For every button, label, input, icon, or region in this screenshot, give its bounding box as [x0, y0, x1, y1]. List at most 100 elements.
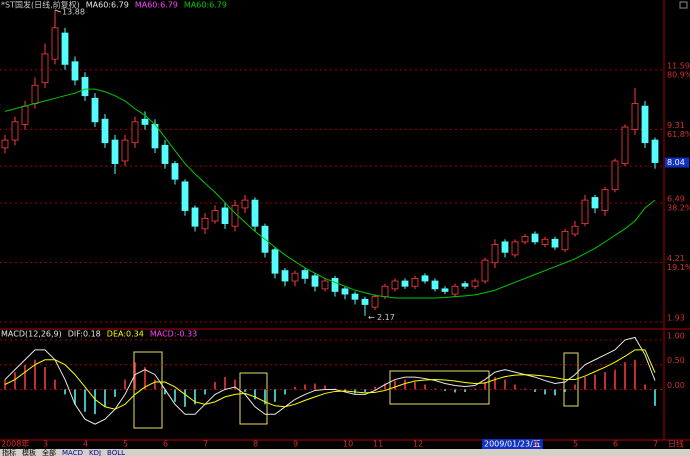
last-price-box — [665, 157, 689, 168]
y-tick-label: 1.00 — [667, 331, 685, 340]
candle-body — [251, 199, 259, 227]
toolbar — [0, 449, 690, 456]
period-label: 日线 — [668, 439, 684, 449]
x-tick-label: 9 — [293, 440, 298, 449]
candle-body — [551, 238, 559, 248]
y-tick-label: 9.31 — [667, 121, 685, 130]
x-tick-label: 7 — [653, 440, 658, 449]
x-tick-label: 5 — [573, 440, 578, 449]
x-tick-label: 6 — [613, 440, 618, 449]
legend-entry: MA60:6.79 — [184, 1, 227, 10]
legend-entry: *ST国发(日线,前复权) — [1, 0, 80, 10]
candle-body — [81, 77, 89, 97]
window-icon — [679, 1, 688, 9]
candle-body — [651, 139, 659, 163]
candle-body — [591, 197, 599, 209]
candle-body — [131, 121, 139, 144]
candle-body — [441, 288, 449, 292]
candle-body — [411, 278, 419, 287]
legend-entry: MA60:6.79 — [135, 1, 178, 10]
candle-body — [311, 275, 319, 287]
candle-body — [281, 270, 289, 282]
candle-body — [41, 53, 49, 84]
candle-body — [181, 181, 189, 211]
candle-body — [171, 163, 179, 180]
candle-body — [541, 238, 549, 245]
candle-body — [271, 249, 279, 274]
candle-body — [301, 270, 309, 279]
candle-body — [111, 139, 119, 164]
y-tick-label: 6.49 — [667, 194, 685, 203]
candle-body — [191, 207, 199, 227]
ma-line — [4, 88, 656, 299]
y-tick-label: 0.00 — [667, 381, 685, 390]
x-tick-label: 2009/01/23/五 — [484, 440, 541, 449]
candle-body — [401, 280, 409, 287]
candle-body — [381, 285, 389, 298]
x-tick-label: 4 — [83, 440, 88, 449]
x-tick-label: 2008年 — [1, 439, 29, 449]
candle-body — [641, 105, 649, 144]
candle-body — [561, 231, 569, 251]
toolbar-tab[interactable]: 全部 — [42, 448, 56, 456]
candle-body — [51, 27, 59, 60]
y-tick-label: 11.59 — [667, 61, 690, 70]
toolbar-tab[interactable]: KDJ — [89, 449, 101, 456]
legend-entry: MACD(12,26,9) — [1, 330, 62, 339]
candle-body — [571, 225, 579, 235]
candle-body — [1, 139, 9, 149]
candle-body — [511, 241, 519, 256]
candle-body — [121, 139, 129, 162]
x-tick-label: 11 — [373, 440, 383, 449]
candle-body — [341, 288, 349, 295]
y-tick-percent: 61.8% — [667, 130, 690, 139]
candle-body — [361, 298, 369, 305]
candle-body — [91, 97, 99, 123]
candle-body — [241, 199, 249, 209]
candle-body — [221, 207, 229, 224]
candle-body — [621, 126, 629, 164]
candle-body — [601, 189, 609, 211]
y-tick-label: 0.50 — [667, 356, 685, 365]
candle-body — [141, 118, 149, 125]
candle-body — [581, 199, 589, 224]
candle-body — [321, 280, 329, 290]
y-tick-percent: 38.2% — [667, 203, 690, 212]
y-tick-percent: 19.1% — [667, 263, 690, 272]
y-tick-percent: 80.9% — [667, 70, 690, 79]
x-tick-label: 10 — [343, 440, 353, 449]
candle-body — [211, 210, 219, 222]
legend-entry: MACD:-0.33 — [150, 330, 197, 339]
high-annotation: 13.88 — [62, 8, 85, 17]
y-tick-label: 1.93 — [667, 313, 685, 322]
candle-body — [501, 241, 509, 253]
x-tick-label: 7 — [203, 440, 208, 449]
candle-body — [21, 105, 29, 125]
macd-line — [4, 336, 656, 425]
highlight-box — [133, 351, 163, 429]
candle-body — [491, 244, 499, 264]
toolbar-tab[interactable]: MACD — [62, 449, 83, 456]
low-annotation-arrow: ← — [368, 313, 375, 322]
legend-entry: DEA:0.34 — [107, 330, 144, 339]
x-tick-label: 8 — [253, 440, 258, 449]
highlight-box — [239, 372, 268, 425]
candle-body — [611, 160, 619, 191]
candle-body — [31, 84, 39, 104]
candle-body — [71, 61, 79, 81]
legend-entry: MA60:6.79 — [86, 1, 129, 10]
legend-entry: DIF:0.18 — [68, 330, 101, 339]
toolbar-tab[interactable]: 模板 — [22, 448, 36, 456]
candle-body — [391, 280, 399, 290]
y-tick-label: 4.21 — [667, 254, 685, 263]
toolbar-tab[interactable]: BOLL — [107, 449, 125, 456]
candle-body — [421, 275, 429, 282]
candle-body — [481, 259, 489, 282]
candle-body — [431, 280, 439, 290]
candle-body — [61, 32, 69, 65]
toolbar-tab[interactable]: 指标 — [2, 448, 16, 456]
x-tick-label: 12 — [413, 440, 423, 449]
candle-body — [531, 233, 539, 243]
candle-body — [461, 283, 469, 287]
